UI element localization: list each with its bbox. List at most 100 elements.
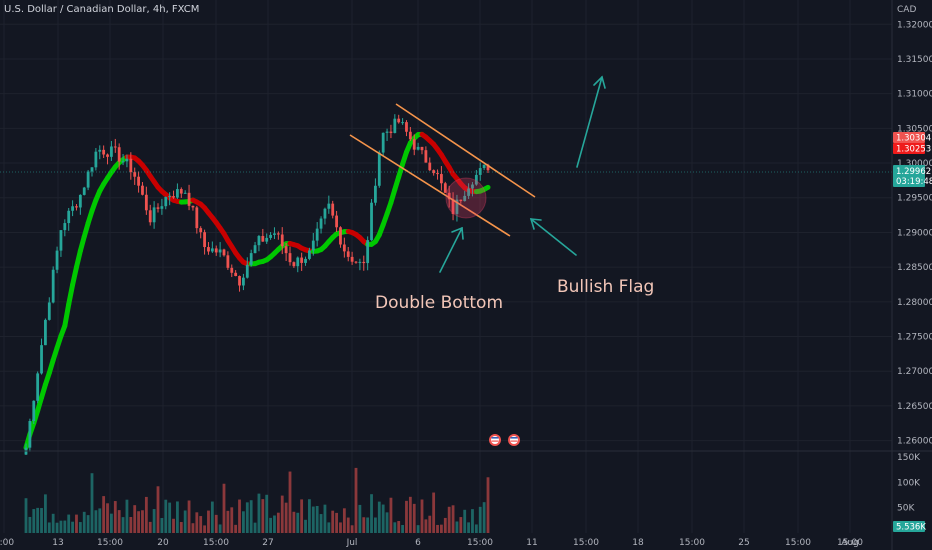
candle[interactable] [463,190,467,202]
candle[interactable] [269,232,272,240]
volume-bar[interactable] [160,518,164,533]
volume-bar[interactable] [416,525,420,533]
volume-bar[interactable] [257,493,261,533]
candle[interactable] [401,118,404,125]
candle[interactable] [55,246,59,274]
volume-bar[interactable] [463,509,467,533]
volume-bar[interactable] [191,523,195,533]
volume-bar[interactable] [273,515,276,533]
volume-bar[interactable] [179,522,183,533]
volume-bar[interactable] [284,502,288,533]
candle[interactable] [148,204,152,226]
candle[interactable] [78,194,82,215]
candle[interactable] [207,242,210,255]
volume-bar[interactable] [346,517,350,533]
candle[interactable] [226,251,230,270]
volume-bar[interactable] [55,522,59,533]
volume-bar[interactable] [222,483,226,533]
candle[interactable] [374,178,377,206]
volume-bar[interactable] [245,502,249,533]
volume-bar[interactable] [478,506,482,533]
volume-bar[interactable] [156,486,160,533]
candle[interactable] [94,148,98,171]
candle[interactable] [113,138,117,153]
candle[interactable] [478,162,482,181]
volume-bar[interactable] [125,499,129,533]
candle[interactable] [257,234,261,252]
candle[interactable] [218,242,222,258]
volume-bar[interactable] [71,521,74,533]
volume-bar[interactable] [276,512,280,533]
volume-bar[interactable] [474,524,478,533]
candle[interactable] [71,200,74,217]
volume-bar[interactable] [358,504,362,533]
candle[interactable] [440,166,443,191]
candle[interactable] [455,194,459,222]
volume-bar[interactable] [59,520,63,533]
candle[interactable] [416,142,420,151]
flag-channel-upper[interactable] [395,103,536,198]
volume-bar[interactable] [265,494,269,533]
volume-bar[interactable] [40,508,43,533]
candle[interactable] [342,237,346,258]
candle[interactable] [315,222,319,247]
volume-bar[interactable] [47,522,51,533]
volume-bar[interactable] [199,516,203,533]
volume-bar[interactable] [323,504,327,533]
volume-bar[interactable] [288,471,292,533]
candle[interactable] [195,205,199,234]
volume-bar[interactable] [335,512,338,533]
candle[interactable] [366,236,370,271]
candle[interactable] [377,150,381,188]
volume-bar[interactable] [486,477,490,533]
us-flag-event-icon-2[interactable] [508,434,520,446]
candle[interactable] [385,128,389,141]
candle[interactable] [482,164,486,171]
candle[interactable] [234,270,238,277]
candle[interactable] [436,169,439,180]
volume-bar[interactable] [152,509,156,533]
candle[interactable] [164,196,168,210]
volume-bar[interactable] [106,503,109,533]
candle[interactable] [346,246,350,262]
volume-bar[interactable] [86,515,90,533]
volume-bar[interactable] [110,513,113,533]
candle[interactable] [51,266,55,304]
price-axis[interactable]: 1.32000 1.31500 1.31000 1.30500 1.30000 1.295… [897,20,932,446]
candle[interactable] [90,167,94,177]
volume-bar[interactable] [412,503,416,533]
volume-bar[interactable] [63,520,67,533]
volume-bar[interactable] [374,517,377,533]
candle[interactable] [432,169,436,176]
candle[interactable] [230,264,234,278]
volume-bar[interactable] [308,499,311,533]
candle[interactable] [129,152,133,180]
candle[interactable] [284,242,288,262]
candle[interactable] [304,256,307,266]
volume-bar[interactable] [319,514,323,533]
candle[interactable] [63,219,67,237]
candle[interactable] [102,145,106,159]
candle[interactable] [199,226,203,239]
volume-bar[interactable] [467,522,470,533]
candle[interactable] [412,134,416,156]
volume-bar[interactable] [94,510,98,533]
volume-bar[interactable] [482,502,486,533]
candle[interactable] [59,230,63,257]
candle[interactable] [141,182,144,196]
candle[interactable] [405,120,408,137]
volume-bar[interactable] [148,521,152,533]
volume-bar[interactable] [102,496,106,533]
volume-bar[interactable] [32,509,36,533]
volume-bar[interactable] [218,524,222,533]
candle[interactable] [280,227,284,255]
candle[interactable] [350,251,354,265]
candle[interactable] [117,143,121,170]
candle[interactable] [370,199,373,241]
candle[interactable] [335,210,338,232]
volume-bar[interactable] [183,510,187,533]
volume-bar[interactable] [397,521,401,533]
candle[interactable] [389,124,393,139]
